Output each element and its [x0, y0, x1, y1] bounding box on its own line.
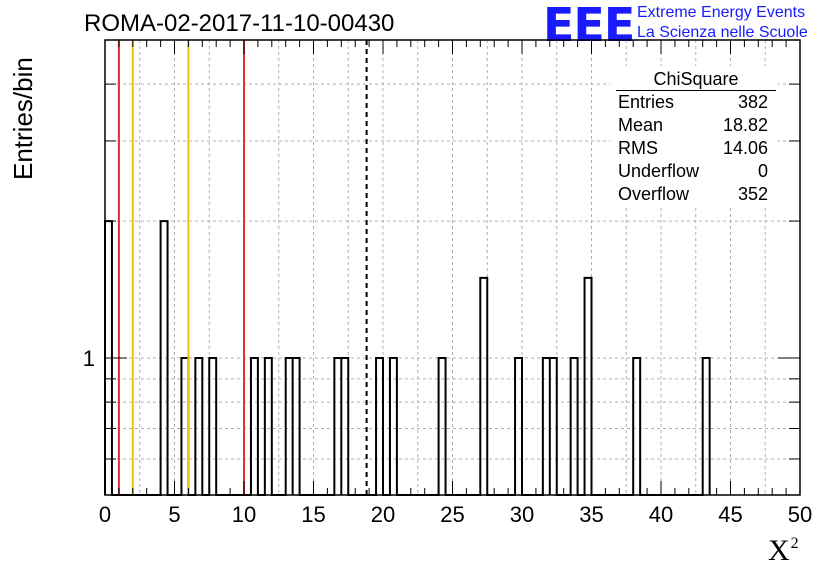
stats-label: Underflow	[618, 161, 700, 181]
histogram-bin	[251, 358, 258, 495]
stats-row-mean: Mean 18.82	[618, 114, 776, 137]
x-tick-label: 10	[232, 502, 256, 527]
histogram-bin	[161, 221, 168, 495]
histogram-bin	[376, 358, 383, 495]
stats-label: Overflow	[618, 184, 690, 204]
x-tick-label: 0	[99, 502, 111, 527]
x-axis-label: X2	[768, 534, 799, 568]
stats-box-bg	[610, 66, 778, 208]
histogram-bin	[341, 358, 348, 495]
x-tick-label: 45	[718, 502, 742, 527]
stats-row-rms: RMS 14.06	[618, 137, 776, 160]
stats-value: 382	[737, 92, 768, 112]
histogram-bin	[515, 358, 522, 495]
x-tick-label: 35	[579, 502, 603, 527]
x-tick-label: 15	[301, 502, 325, 527]
stats-row-entries: Entries 382	[618, 91, 776, 114]
histogram-bin	[181, 358, 188, 495]
stats-label: Mean	[618, 115, 664, 135]
histogram-bin	[550, 358, 557, 495]
stats-row-underflow: Underflow 0	[618, 160, 776, 183]
histogram-bin	[633, 358, 640, 495]
histogram-bin	[439, 358, 446, 495]
stats-value: 0	[757, 161, 768, 181]
stats-box: ChiSquare Entries 382 Mean 18.82 RMS 14.06 …	[610, 68, 776, 206]
histogram-bin	[480, 278, 487, 495]
stats-value: 14.06	[722, 138, 768, 158]
histogram-bin	[293, 358, 300, 495]
stats-value: 18.82	[722, 115, 768, 135]
y-tick-label: 1	[83, 346, 95, 371]
histogram-bin	[286, 358, 293, 495]
x-tick-label: 25	[440, 502, 464, 527]
x-axis-label-superscript: 2	[790, 535, 799, 552]
stats-value: 352	[737, 184, 768, 204]
histogram-bin	[543, 358, 550, 495]
x-tick-label: 5	[168, 502, 180, 527]
chart-title: ROMA-02-2017-11-10-00430	[84, 10, 395, 37]
stats-label: RMS	[618, 138, 658, 158]
x-tick-label: 30	[510, 502, 534, 527]
x-tick-label: 20	[371, 502, 395, 527]
histogram-bin	[195, 358, 202, 495]
histogram-bin	[585, 278, 592, 495]
stats-row-overflow: Overflow 352	[618, 183, 776, 206]
logo-line-1: Extreme Energy Events	[637, 4, 806, 21]
x-tick-label: 50	[788, 502, 812, 527]
histogram-bin	[571, 358, 578, 495]
stats-label: Entries	[618, 92, 675, 112]
x-axis-label-base: X	[768, 534, 790, 567]
histogram-bin	[334, 358, 341, 495]
histogram-bin	[265, 358, 272, 495]
stats-title: ChiSquare	[616, 68, 776, 91]
logo-line-2: La Scienza nelle Scuole	[637, 24, 808, 41]
x-tick-label: 40	[649, 502, 673, 527]
histogram-bin	[209, 358, 216, 495]
histogram-bin	[703, 358, 710, 495]
histogram-bin	[390, 358, 397, 495]
